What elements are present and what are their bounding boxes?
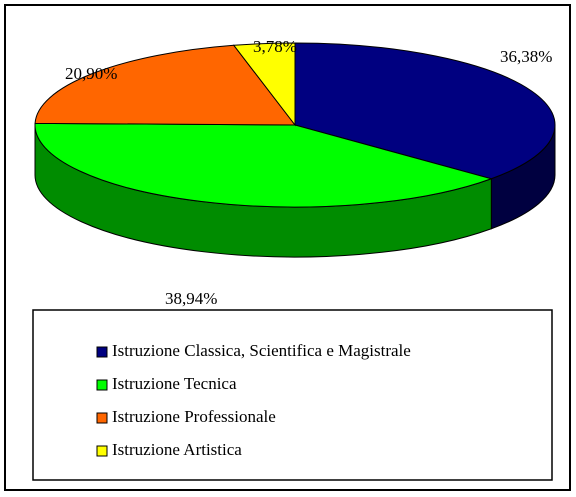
data-label: 20,90%: [65, 64, 117, 83]
pie-slice: [232, 42, 296, 127]
data-label: 38,94%: [165, 289, 217, 308]
data-label: 36,38%: [500, 47, 552, 66]
legend-swatch: [96, 346, 108, 358]
pie-slice: [294, 42, 556, 180]
legend-label: Istruzione Tecnica: [112, 374, 237, 393]
legend-label: Istruzione Classica, Scientifica e Magis…: [112, 341, 411, 360]
legend-swatch: [96, 412, 108, 424]
legend-swatch: [96, 379, 108, 391]
data-label: 3,78%: [253, 37, 297, 56]
legend-swatch: [96, 445, 108, 457]
legend-label: Istruzione Artistica: [112, 440, 242, 459]
pie-slice: [34, 122, 493, 208]
legend-box: [32, 309, 553, 481]
pie-slice: [34, 44, 297, 126]
legend-label: Istruzione Professionale: [112, 407, 276, 426]
